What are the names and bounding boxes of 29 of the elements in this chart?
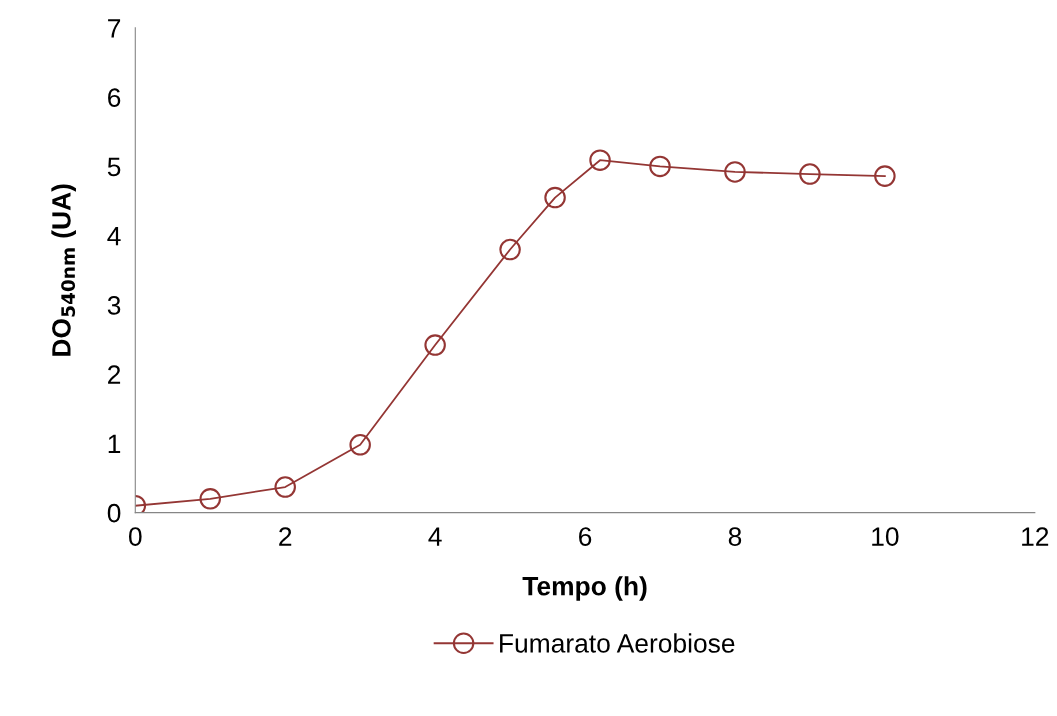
y-tick-label: 6: [108, 88, 121, 107]
legend-label: Fumarato Aerobiose: [500, 633, 735, 653]
point: [424, 334, 446, 356]
point: [274, 476, 296, 498]
x-tick-label: 0: [128, 527, 142, 546]
point: [544, 186, 566, 209]
x-tick-label: 4: [428, 527, 442, 546]
x-tick-label: 6: [579, 527, 592, 546]
y-tick-label: 2: [108, 365, 121, 384]
y-tick-label: 7: [108, 19, 121, 38]
point: [589, 149, 611, 171]
y-tick-label: 5: [107, 157, 121, 177]
point: [349, 434, 371, 456]
point: [499, 238, 521, 261]
point: [724, 161, 746, 183]
y-tick-label: 3: [107, 296, 121, 315]
x-tick-label: 2: [279, 527, 292, 546]
point: [874, 165, 896, 187]
x-tick-label: 8: [728, 527, 742, 546]
point: [199, 488, 222, 510]
x-axis-title: Tempo (h): [522, 576, 647, 601]
y-tick-label: 1: [108, 434, 121, 453]
x-tick-label: 10: [872, 527, 899, 546]
point: [799, 163, 821, 185]
x-tick-label: 12: [1022, 527, 1049, 546]
point: [649, 155, 671, 178]
y-tick-label: 4: [107, 227, 121, 246]
y-tick-label: 0: [107, 503, 121, 523]
y-axis-title: DO$_{540nm}$ (UA): [51, 184, 76, 356]
